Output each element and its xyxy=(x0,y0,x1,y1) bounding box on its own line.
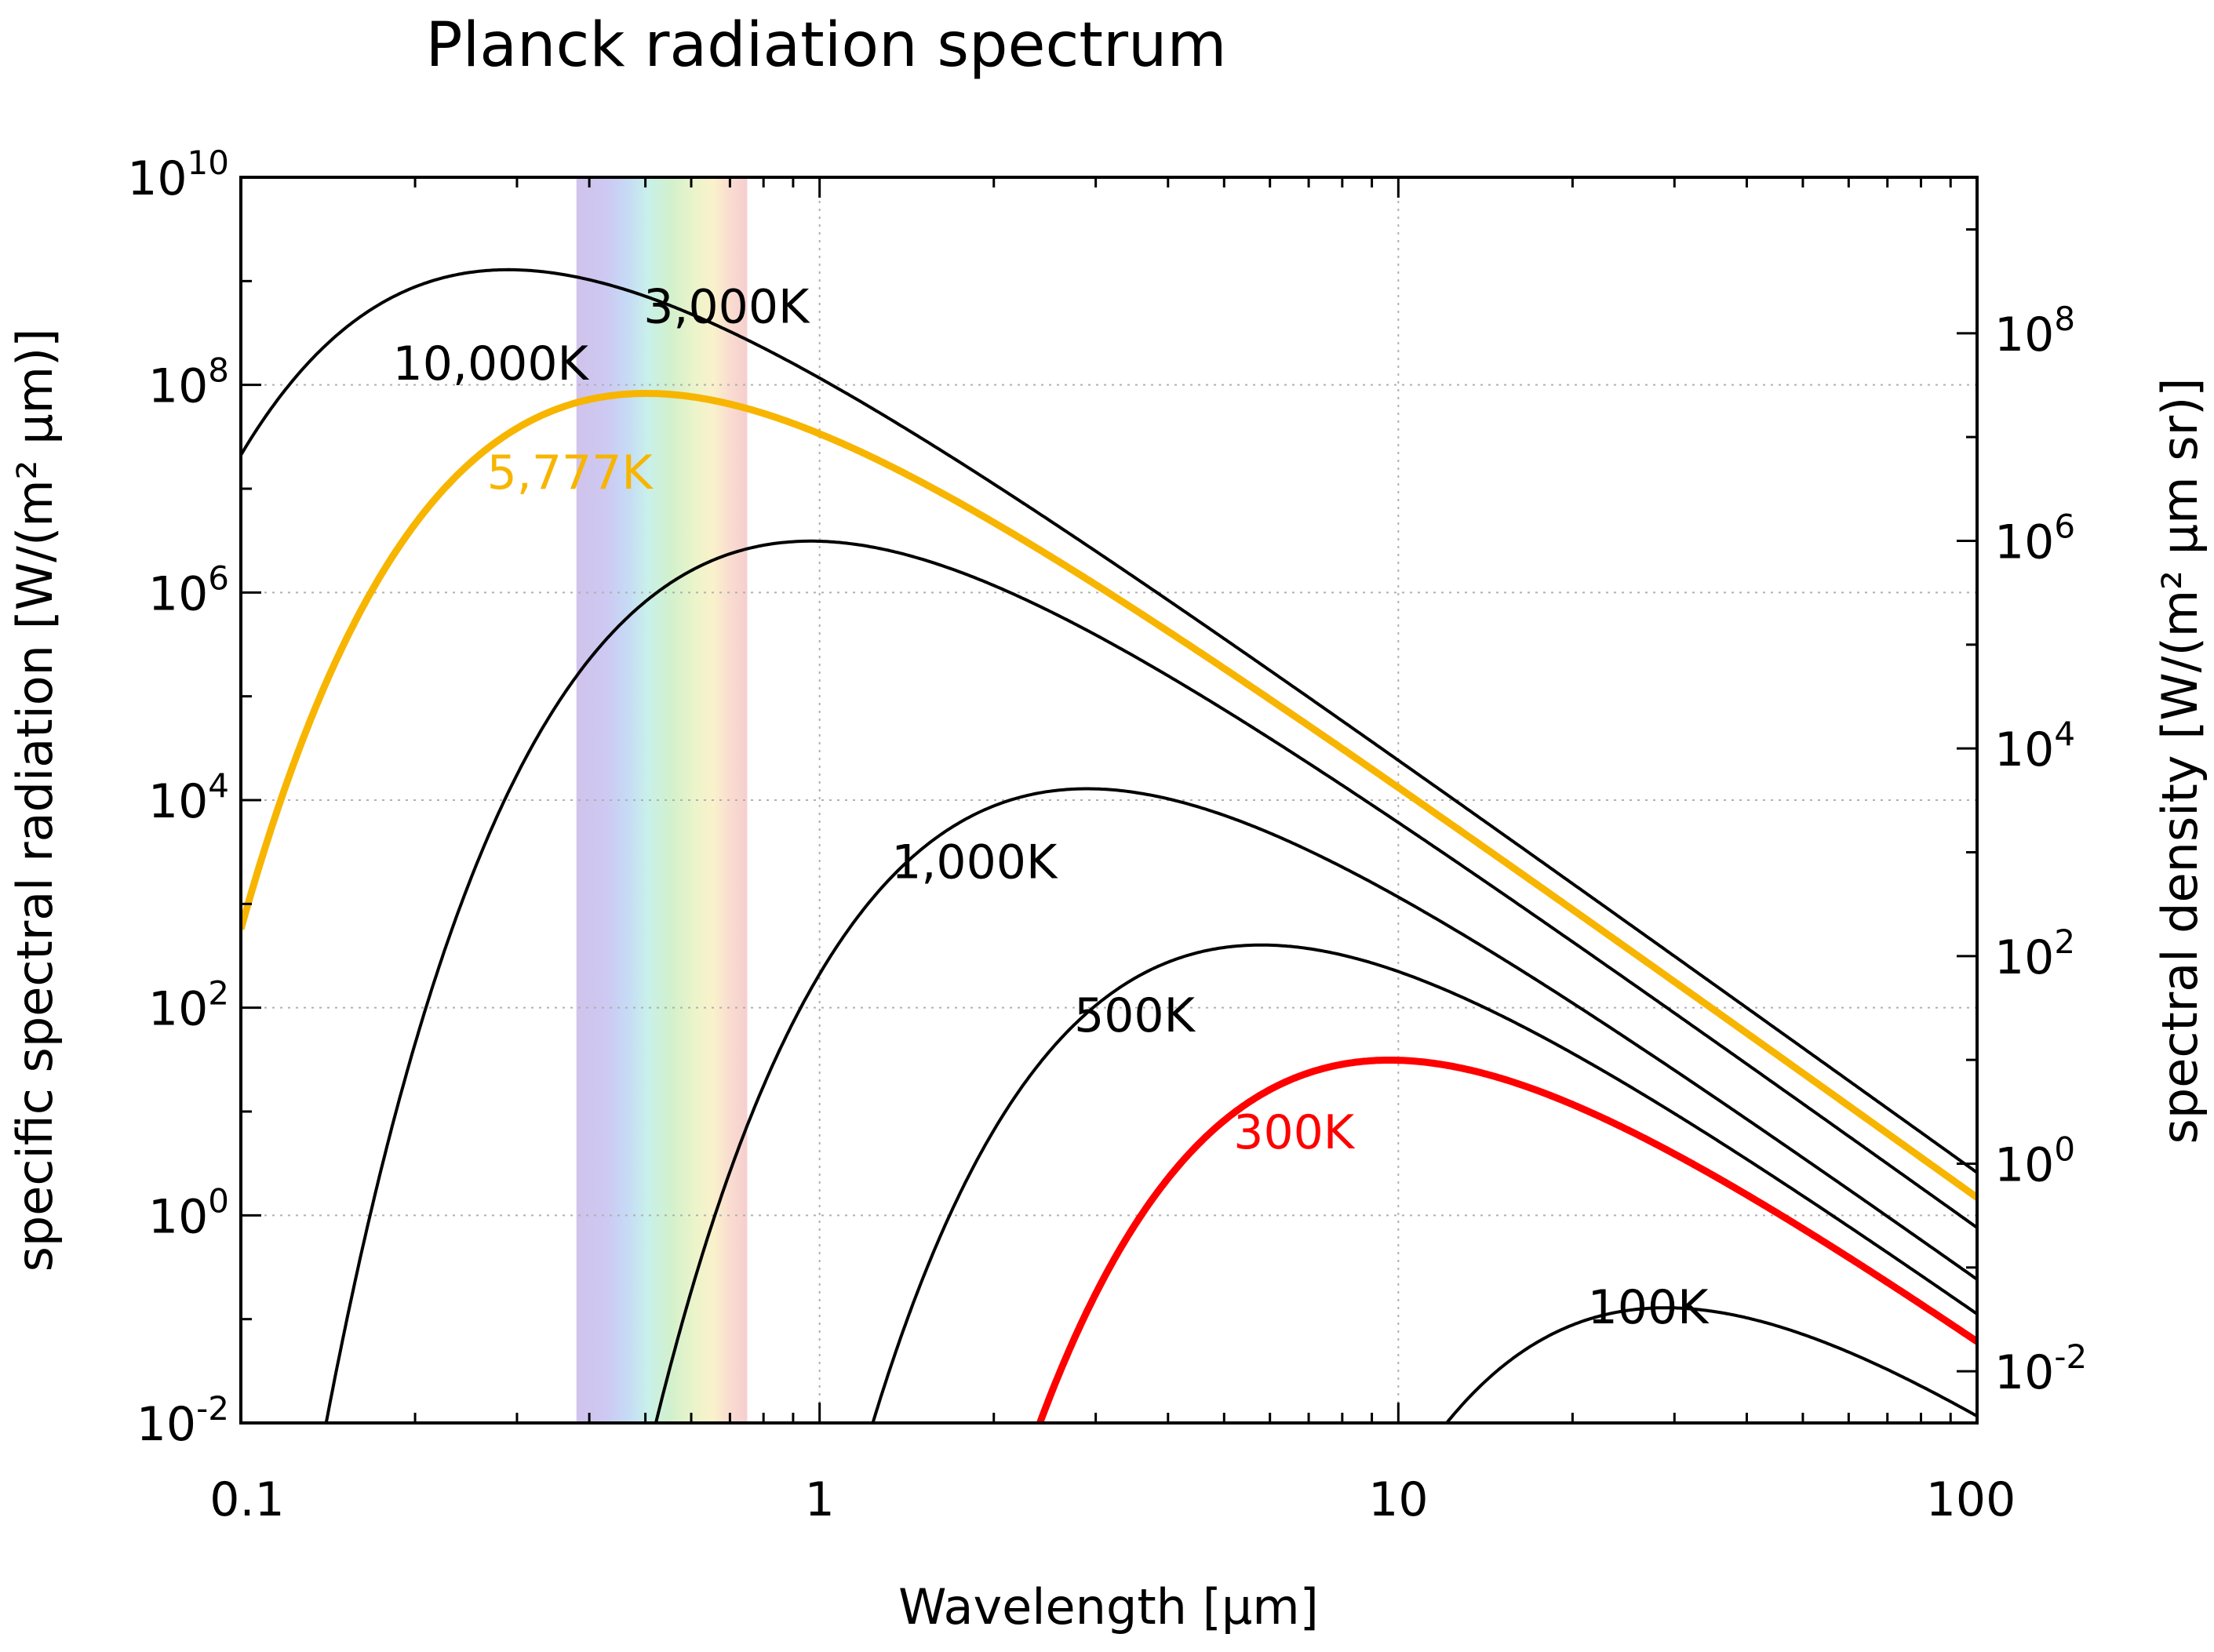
y-tick-label: 106 xyxy=(148,559,229,621)
curve-label: 5,777K xyxy=(487,446,654,500)
curve-1000k xyxy=(654,787,1977,1423)
x-tick-label: 0.1 xyxy=(209,1472,284,1527)
y-tick-label: 10-2 xyxy=(137,1389,229,1452)
curve-10000k xyxy=(241,267,1977,1174)
y2-tick-label: 104 xyxy=(1994,715,2075,777)
curves xyxy=(241,267,1977,1423)
y-axis-title: specific spectral radiation [W/(m² µm)] xyxy=(6,329,64,1272)
curve-label: 3,000K xyxy=(643,279,810,334)
curve-label: 1,000K xyxy=(891,835,1058,890)
curve-label: 500K xyxy=(1074,988,1196,1043)
y-tick-label: 100 xyxy=(148,1181,229,1244)
y2-tick-label: 10-2 xyxy=(1994,1337,2087,1400)
x-tick-label: 1 xyxy=(805,1472,835,1527)
x-tick-label: 10 xyxy=(1368,1472,1428,1527)
y-tick-label: 108 xyxy=(148,351,229,414)
chart-title: Planck radiation spectrum xyxy=(426,10,1227,81)
y-tick-label: 104 xyxy=(148,766,229,829)
visible-spectrum-band xyxy=(576,177,748,1423)
curve-label: 10,000K xyxy=(393,337,590,391)
y-tick-label: 102 xyxy=(148,974,229,1037)
x-tick-label: 100 xyxy=(1926,1472,2016,1527)
y2-axis-title: spectral density [W/(m² µm sr)] xyxy=(2151,378,2209,1144)
curve-label: 300K xyxy=(1233,1105,1356,1160)
x-axis-title: Wavelength [µm] xyxy=(898,1578,1319,1636)
y2-tick-label: 108 xyxy=(1994,300,2075,362)
curve-100k xyxy=(1444,1306,1977,1423)
curve-3000k xyxy=(324,539,1977,1423)
y2-tick-label: 106 xyxy=(1994,507,2075,569)
ticks: 0.1 1 10 100 10-2 100 102 104 106 108 1010 10-2 100 1… xyxy=(127,144,2087,1527)
curve-500k xyxy=(871,943,1977,1423)
curve-5777k xyxy=(241,390,1977,1201)
y2-tick-label: 102 xyxy=(1994,922,2075,985)
y-tick-label: 1010 xyxy=(127,144,229,206)
curve-label: 100K xyxy=(1588,1280,1710,1335)
curve-labels: 10,000K 5,777K 3,000K 1,000K 500K 300K 100K xyxy=(393,279,1710,1335)
y2-tick-label: 100 xyxy=(1994,1130,2075,1192)
curve-300k xyxy=(1036,1057,1977,1423)
